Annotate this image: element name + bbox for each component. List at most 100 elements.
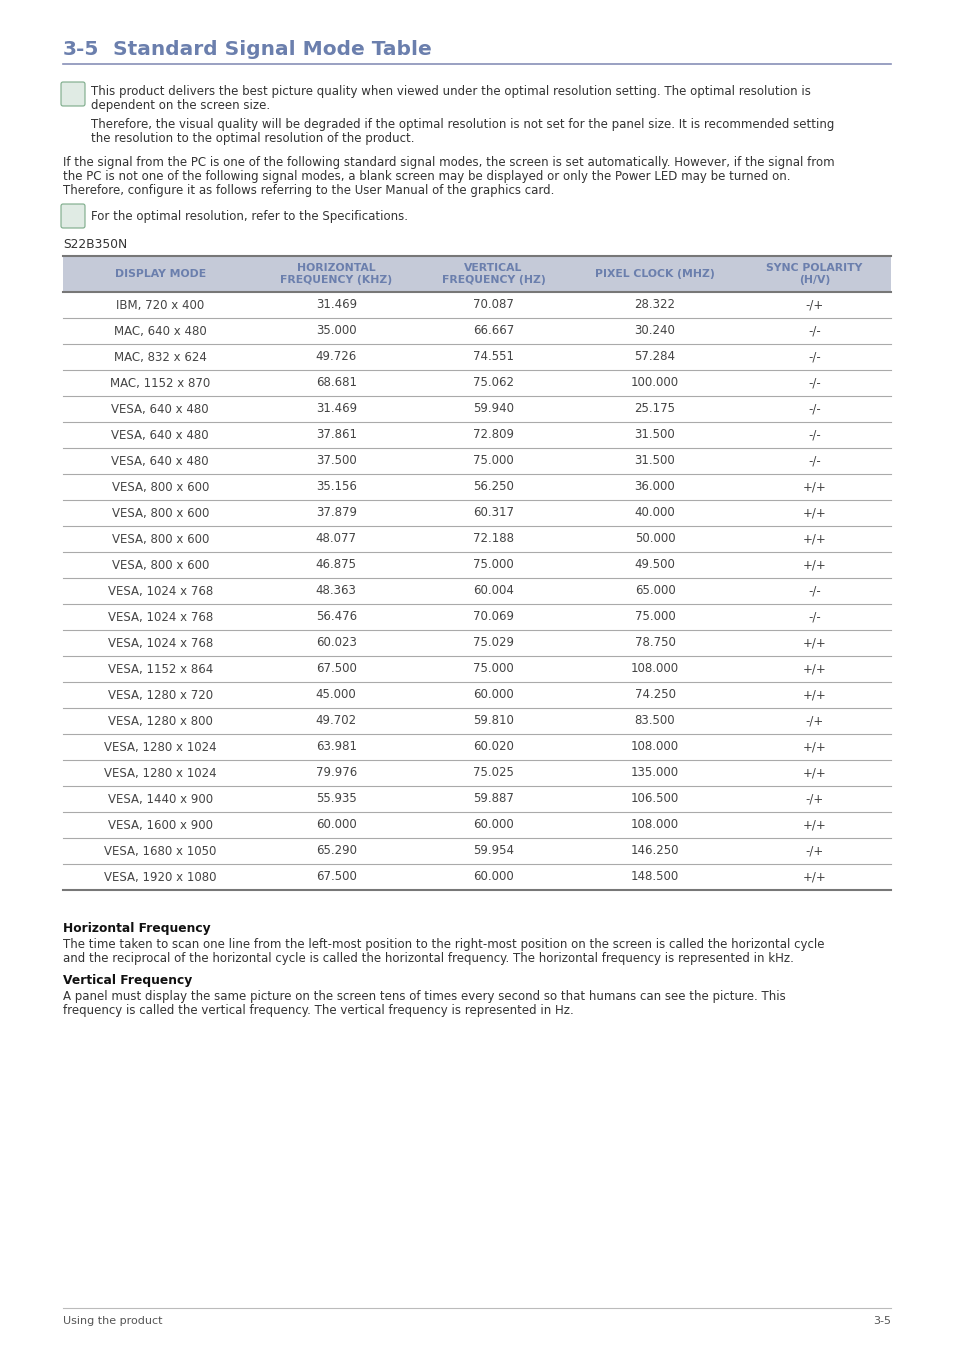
Text: 60.004: 60.004	[473, 585, 514, 598]
Text: Using the product: Using the product	[63, 1316, 162, 1326]
Text: -/-: -/-	[807, 428, 820, 441]
Text: 57.284: 57.284	[634, 351, 675, 363]
Text: Horizontal Frequency: Horizontal Frequency	[63, 922, 211, 936]
Text: -/-: -/-	[807, 455, 820, 467]
Bar	[63, 603, 890, 630]
Text: 74.250: 74.250	[634, 688, 675, 702]
Text: DISPLAY MODE: DISPLAY MODE	[114, 269, 206, 279]
Text: PIXEL CLOCK (MHZ): PIXEL CLOCK (MHZ)	[595, 269, 714, 279]
Text: +/+: +/+	[801, 871, 825, 883]
Text: 68.681: 68.681	[315, 377, 356, 390]
Text: VESA, 1440 x 900: VESA, 1440 x 900	[108, 792, 213, 806]
Bar	[63, 526, 890, 552]
Text: dependent on the screen size.: dependent on the screen size.	[91, 99, 270, 112]
Text: HORIZONTAL
FREQUENCY (KHZ): HORIZONTAL FREQUENCY (KHZ)	[280, 263, 392, 285]
Text: 75.000: 75.000	[473, 559, 514, 571]
Text: 60.000: 60.000	[473, 818, 514, 832]
Text: VESA, 1152 x 864: VESA, 1152 x 864	[108, 663, 213, 675]
Bar	[63, 786, 890, 811]
Text: frequency is called the vertical frequency. The vertical frequency is represente: frequency is called the vertical frequen…	[63, 1004, 573, 1017]
Text: 60.317: 60.317	[473, 506, 514, 520]
Text: VESA, 1280 x 1024: VESA, 1280 x 1024	[104, 767, 216, 779]
Text: 72.188: 72.188	[473, 532, 514, 545]
Text: VESA, 640 x 480: VESA, 640 x 480	[112, 428, 209, 441]
Text: and the reciprocal of the horizontal cycle is called the horizontal frequency. T: and the reciprocal of the horizontal cyc…	[63, 952, 793, 965]
Text: VESA, 800 x 600: VESA, 800 x 600	[112, 559, 209, 571]
Bar	[63, 396, 890, 423]
Text: VESA, 1280 x 800: VESA, 1280 x 800	[108, 714, 213, 728]
Text: VESA, 1024 x 768: VESA, 1024 x 768	[108, 610, 213, 624]
Text: -/-: -/-	[807, 585, 820, 598]
Text: 3-5: 3-5	[872, 1316, 890, 1326]
Bar	[63, 656, 890, 682]
Text: 3-5: 3-5	[63, 40, 99, 59]
Text: 59.954: 59.954	[473, 845, 514, 857]
Text: 60.023: 60.023	[315, 636, 356, 649]
Text: 146.250: 146.250	[630, 845, 679, 857]
Text: 75.000: 75.000	[473, 455, 514, 467]
Text: 36.000: 36.000	[634, 481, 675, 494]
Bar	[63, 448, 890, 474]
Text: -/-: -/-	[807, 610, 820, 624]
Text: If the signal from the PC is one of the following standard signal modes, the scr: If the signal from the PC is one of the …	[63, 157, 834, 169]
Text: 35.156: 35.156	[315, 481, 356, 494]
Text: 75.029: 75.029	[473, 636, 514, 649]
Text: 25.175: 25.175	[634, 402, 675, 416]
FancyBboxPatch shape	[61, 204, 85, 228]
Text: 55.935: 55.935	[315, 792, 356, 806]
Text: 100.000: 100.000	[630, 377, 679, 390]
Text: -/+: -/+	[804, 792, 822, 806]
Text: 60.000: 60.000	[315, 818, 356, 832]
Text: 49.702: 49.702	[315, 714, 356, 728]
Bar	[63, 292, 890, 319]
Text: 35.000: 35.000	[315, 324, 356, 338]
Text: Therefore, configure it as follows referring to the User Manual of the graphics : Therefore, configure it as follows refer…	[63, 184, 554, 197]
Text: VESA, 800 x 600: VESA, 800 x 600	[112, 532, 209, 545]
Text: -/-: -/-	[807, 324, 820, 338]
Text: 49.726: 49.726	[315, 351, 356, 363]
Text: 31.469: 31.469	[315, 298, 356, 312]
Bar	[63, 256, 890, 292]
Text: +/+: +/+	[801, 663, 825, 675]
Text: 83.500: 83.500	[634, 714, 675, 728]
Text: This product delivers the best picture quality when viewed under the optimal res: This product delivers the best picture q…	[91, 85, 810, 99]
Bar	[63, 474, 890, 500]
Text: MAC, 640 x 480: MAC, 640 x 480	[113, 324, 207, 338]
Text: -/+: -/+	[804, 298, 822, 312]
Text: 59.810: 59.810	[473, 714, 514, 728]
Text: 70.069: 70.069	[473, 610, 514, 624]
Text: 75.000: 75.000	[634, 610, 675, 624]
Text: -/+: -/+	[804, 714, 822, 728]
Text: 56.250: 56.250	[473, 481, 514, 494]
Text: VESA, 800 x 600: VESA, 800 x 600	[112, 481, 209, 494]
Bar	[63, 319, 890, 344]
Text: IBM, 720 x 400: IBM, 720 x 400	[116, 298, 204, 312]
Text: 40.000: 40.000	[634, 506, 675, 520]
Text: +/+: +/+	[801, 741, 825, 753]
Text: +/+: +/+	[801, 636, 825, 649]
Text: VESA, 1600 x 900: VESA, 1600 x 900	[108, 818, 213, 832]
Text: 56.476: 56.476	[315, 610, 356, 624]
Text: 78.750: 78.750	[634, 636, 675, 649]
Text: 60.020: 60.020	[473, 741, 514, 753]
Bar	[63, 811, 890, 838]
Text: 66.667: 66.667	[473, 324, 514, 338]
Text: 74.551: 74.551	[473, 351, 514, 363]
Text: 28.322: 28.322	[634, 298, 675, 312]
Text: -/+: -/+	[804, 845, 822, 857]
Text: -/-: -/-	[807, 351, 820, 363]
Text: VESA, 640 x 480: VESA, 640 x 480	[112, 402, 209, 416]
Text: Therefore, the visual quality will be degraded if the optimal resolution is not : Therefore, the visual quality will be de…	[91, 117, 834, 131]
Text: 67.500: 67.500	[315, 663, 356, 675]
Text: For the optimal resolution, refer to the Specifications.: For the optimal resolution, refer to the…	[91, 211, 408, 223]
Bar	[63, 734, 890, 760]
Text: 108.000: 108.000	[630, 818, 679, 832]
Text: MAC, 832 x 624: MAC, 832 x 624	[113, 351, 207, 363]
Text: 45.000: 45.000	[315, 688, 356, 702]
Text: +/+: +/+	[801, 506, 825, 520]
Bar	[63, 682, 890, 707]
Text: 108.000: 108.000	[630, 663, 679, 675]
Text: 106.500: 106.500	[630, 792, 679, 806]
Text: VESA, 1024 x 768: VESA, 1024 x 768	[108, 585, 213, 598]
Text: 50.000: 50.000	[634, 532, 675, 545]
